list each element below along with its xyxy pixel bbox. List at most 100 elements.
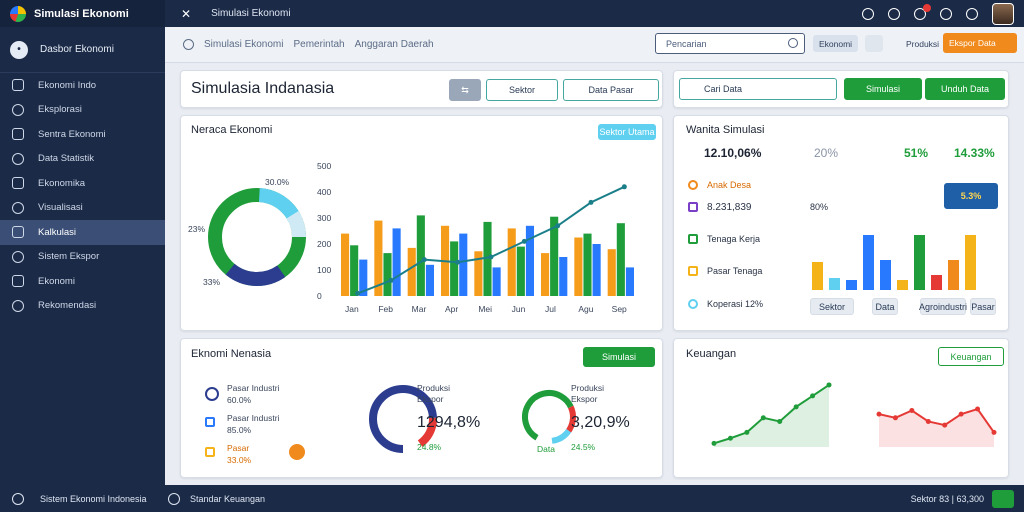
- info-icon[interactable]: [940, 7, 952, 20]
- search-placeholder: Pencarian: [666, 38, 707, 49]
- sidebar-item-5[interactable]: Visualisasi: [0, 196, 165, 221]
- breadcrumb[interactable]: Simulasi Ekonomi: [211, 8, 291, 19]
- bar: [507, 228, 516, 296]
- settings-icon[interactable]: [966, 7, 978, 20]
- line-a-point: [826, 382, 832, 388]
- bar: [483, 221, 492, 296]
- sidebar-item-2[interactable]: Sentra Ekonomi: [0, 122, 165, 147]
- donut-chart: [208, 188, 306, 286]
- filter-chip-icon[interactable]: [865, 35, 883, 52]
- chat-icon[interactable]: [862, 7, 874, 20]
- ring2-red: [522, 390, 576, 444]
- ring1-value: 1294,8%: [417, 414, 481, 431]
- line-charts: [711, 382, 997, 447]
- footer-left-text: Sistem Ekonomi Indonesia: [40, 493, 147, 504]
- donut-pct-top: 30.0%: [265, 177, 290, 187]
- sidebar-item-label: Sistem Ekspor: [38, 251, 100, 263]
- line-a-area: [714, 384, 829, 447]
- sidebar-item-icon: [12, 201, 24, 214]
- chip-pasar[interactable]: Pasar: [970, 298, 996, 315]
- notification-icon[interactable]: [914, 3, 931, 20]
- trend-point: [555, 223, 561, 229]
- bar: [583, 233, 592, 296]
- bar: [425, 264, 434, 296]
- row-gear-icon: [205, 447, 215, 457]
- row1-value: 85.0%: [227, 425, 252, 435]
- bottom-right-panel: Keuangan Keuangan: [673, 338, 1009, 478]
- toggle-button[interactable]: ⇆: [449, 79, 481, 101]
- simulate-small-button[interactable]: Simulasi: [583, 347, 655, 367]
- x-tick-label: Apr: [445, 304, 459, 314]
- bar: [392, 228, 401, 296]
- ring1-red: [369, 385, 437, 453]
- sector-button[interactable]: Sektor: [486, 79, 558, 101]
- chip-data[interactable]: Data: [872, 298, 898, 315]
- line-b: [878, 407, 995, 433]
- row2-val: 33.0%: [227, 455, 252, 465]
- finance-button[interactable]: Keuangan: [938, 347, 1004, 366]
- x-tick-label: Mei: [478, 304, 493, 314]
- alert-icon[interactable]: [289, 444, 305, 460]
- footer-action-button[interactable]: [992, 489, 1014, 508]
- sidebar-item-7[interactable]: Sistem Ekspor: [0, 245, 165, 270]
- download-button[interactable]: Unduh Data: [925, 78, 1005, 100]
- search-tab-0[interactable]: Simulasi Ekonomi: [204, 39, 284, 50]
- bar: [383, 253, 392, 296]
- search-tab-2[interactable]: Anggaran Daerah: [354, 39, 434, 50]
- sidebar-item-0[interactable]: Ekonomi Indo: [0, 73, 165, 98]
- row0-value: 60.0%: [227, 395, 252, 405]
- sidebar-item-4[interactable]: Ekonomika: [0, 171, 165, 196]
- stat-v4: 14.33%: [954, 146, 995, 160]
- bottom-right-title: Keuangan: [686, 348, 737, 360]
- chip-sector[interactable]: Sektor: [810, 298, 854, 315]
- stats-bar: [863, 235, 874, 290]
- sidebar-item-9[interactable]: Rekomendasi: [0, 294, 165, 319]
- trend-point: [455, 259, 461, 265]
- sidebar-item-3[interactable]: Data Statistik: [0, 147, 165, 172]
- simulate-button[interactable]: Simulasi: [844, 78, 922, 100]
- sidebar-header[interactable]: • Dasbor Ekonomi: [0, 27, 165, 73]
- expand-icon[interactable]: ✕: [181, 6, 192, 21]
- bar: [559, 257, 568, 296]
- sidebar-item-8[interactable]: Ekonomi: [0, 269, 165, 294]
- bar: [341, 233, 350, 296]
- home-icon[interactable]: [888, 7, 900, 20]
- bar: [616, 223, 625, 296]
- stats-panel: Wanita Simulasi 12.10,06% 20% 51% 14.33%…: [673, 115, 1009, 331]
- footer-settings-icon[interactable]: [168, 492, 180, 505]
- search-tab-1[interactable]: Pemerintah: [293, 39, 345, 50]
- ring1-label: Produksi: [417, 383, 451, 393]
- stat-v1: 12.10,06%: [704, 146, 762, 160]
- sidebar-header-label: Dasbor Ekonomi: [40, 44, 114, 55]
- sector-badge[interactable]: Sektor Utama: [598, 124, 656, 140]
- stats-bar: [812, 262, 823, 290]
- filter-chip-produksi[interactable]: Produksi: [906, 38, 940, 49]
- bar: [607, 249, 616, 296]
- bar: [541, 253, 550, 296]
- chip-agro[interactable]: Agroindustri: [919, 298, 967, 315]
- data-search-input[interactable]: Cari Data: [679, 78, 837, 100]
- sidebar-item-1[interactable]: Eksplorasi: [0, 98, 165, 123]
- trend-point: [621, 184, 627, 190]
- growth-badge[interactable]: 5.3%: [944, 183, 998, 209]
- bar: [359, 259, 368, 296]
- line-a-point: [793, 404, 799, 410]
- market-data-button[interactable]: Data Pasar: [563, 79, 659, 101]
- line-a-point: [760, 415, 766, 421]
- search-input[interactable]: Pencarian: [655, 33, 805, 54]
- export-button[interactable]: Ekspor Data: [943, 33, 1017, 53]
- page-title: Simulasia Indanasia: [191, 80, 335, 97]
- footer-add-icon[interactable]: [12, 492, 24, 505]
- sidebar-item-6[interactable]: Kalkulasi: [0, 220, 165, 245]
- filter-chip-ekonomi[interactable]: Ekonomi: [813, 35, 859, 52]
- avatar[interactable]: [992, 2, 1014, 25]
- x-tick-label: Mar: [411, 304, 427, 314]
- row-avatar-icon: [205, 387, 219, 401]
- line-a: [713, 384, 830, 445]
- coop-icon: [688, 299, 698, 309]
- label-market: Pasar Tenaga: [707, 266, 763, 276]
- target-icon: [688, 180, 698, 190]
- lock-icon: [688, 202, 698, 212]
- line-b-point: [991, 429, 997, 435]
- ring2-label: Produksi: [571, 383, 605, 393]
